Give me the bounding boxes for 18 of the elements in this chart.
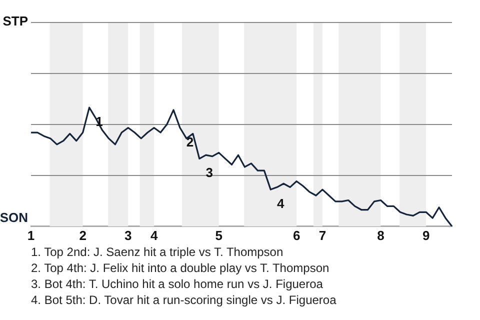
x-tick-label: 7 <box>318 228 326 243</box>
x-tick-label: 4 <box>150 228 158 243</box>
text: 2. Top 4th: J. Felix hit into a double play vs T. Thompson <box>31 260 330 276</box>
annotation: 4 <box>277 196 286 212</box>
annotation: 2 <box>186 134 194 150</box>
text: 4. Bot 5th: D. Tovar hit a run-scoring single vs J. Figueroa <box>31 292 336 308</box>
x-tick-label: 5 <box>215 228 222 243</box>
x-tick-label: 8 <box>377 228 384 243</box>
text: SON <box>0 210 28 225</box>
x-tick-label: 6 <box>292 228 300 243</box>
annotation: 3 <box>206 165 214 180</box>
x-tick-label: 9 <box>422 228 430 243</box>
x-tick-label: 1 <box>27 228 35 243</box>
text: 3. Bot 4th: T. Uchino hit a solo home run vs J. Figueroa <box>31 276 324 292</box>
x-tick-label: 3 <box>124 228 132 243</box>
text: STP <box>2 14 28 29</box>
text: 1. Top 2nd: J. Saenz hit a triple vs T. Thompson <box>31 244 284 260</box>
x-tick-label: 2 <box>79 228 86 243</box>
